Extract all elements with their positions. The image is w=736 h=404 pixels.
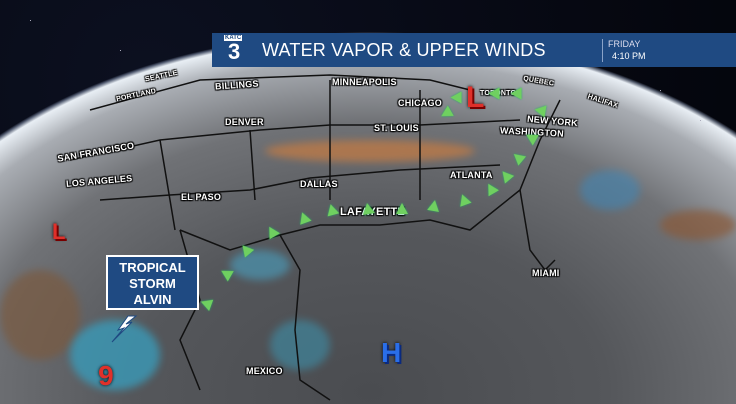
city-label: MIAMI — [532, 268, 560, 278]
dry-air-pacific — [0, 270, 80, 360]
time-label: 4:10 PM — [612, 51, 646, 61]
dry-air-atlantic — [660, 210, 736, 240]
divider — [602, 39, 603, 62]
storm-label-line: STORM — [129, 276, 176, 291]
city-label: CHICAGO — [398, 98, 442, 108]
star — [700, 120, 701, 121]
storm-label-line: TROPICAL — [119, 260, 186, 275]
low-pressure-marker: L — [52, 219, 66, 244]
station-logo: KATC 3 — [224, 35, 243, 64]
city-label: DALLAS — [300, 179, 338, 189]
title-bar: KATC 3 WATER VAPOR & UPPER WINDS FRIDAY 4… — [212, 33, 736, 67]
city-label-lafayette: LAFAYETTE — [340, 206, 405, 218]
moisture — [270, 320, 330, 370]
city-label: TORONTO — [480, 90, 517, 97]
page-title: WATER VAPOR & UPPER WINDS — [262, 39, 546, 60]
city-label: ST. LOUIS — [374, 123, 419, 133]
moisture — [580, 170, 640, 210]
city-label: MINNEAPOLIS — [332, 77, 397, 87]
dry-air-band — [265, 140, 475, 162]
star — [120, 50, 121, 51]
moisture — [230, 250, 290, 280]
city-label: EL PASO — [181, 192, 222, 202]
day-label: FRIDAY — [608, 39, 641, 49]
high-pressure-marker: H — [381, 337, 402, 368]
storm-moisture — [70, 320, 160, 390]
city-label: DENVER — [225, 117, 264, 127]
tropical-storm-label: TROPICAL STORM ALVIN — [106, 255, 199, 310]
hurricane-icon: 6 — [98, 360, 114, 391]
city-label: MEXICO — [246, 366, 283, 376]
storm-label-line: ALVIN — [133, 292, 172, 307]
star — [660, 90, 661, 91]
city-label: ATLANTA — [450, 170, 493, 180]
cold-front-marker — [396, 203, 408, 214]
low-pressure-marker: L — [466, 81, 485, 114]
star — [30, 20, 31, 21]
